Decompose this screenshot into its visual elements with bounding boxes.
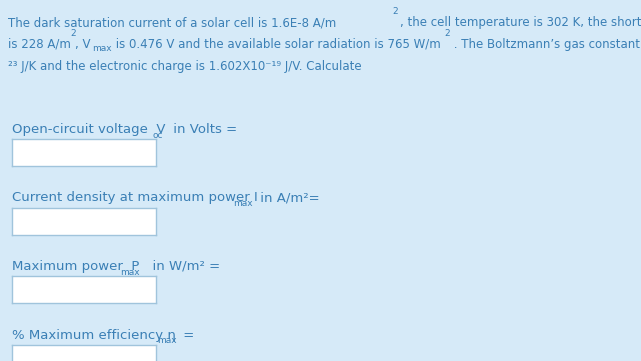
Text: in W/m² =: in W/m² =	[144, 260, 220, 273]
Text: max: max	[233, 199, 253, 208]
Text: is 228 A/m: is 228 A/m	[8, 38, 71, 51]
Text: ²³ J/K and the electronic charge is 1.602X10⁻¹⁹ J/V. Calculate: ²³ J/K and the electronic charge is 1.60…	[8, 60, 362, 73]
Text: , V: , V	[75, 38, 90, 51]
Text: max: max	[92, 44, 112, 53]
Text: . The Boltzmann’s gas constant is 1.381X10⁻: . The Boltzmann’s gas constant is 1.381X…	[450, 38, 641, 51]
Text: 2: 2	[445, 29, 451, 38]
Text: , the cell temperature is 302 K, the short-circuit current density: , the cell temperature is 302 K, the sho…	[400, 16, 641, 29]
Text: oc: oc	[153, 131, 163, 140]
Text: Maximum power  P: Maximum power P	[12, 260, 139, 273]
Text: in A/m²=: in A/m²=	[256, 191, 320, 204]
Text: max: max	[157, 336, 177, 345]
Text: Current density at maximum power I: Current density at maximum power I	[12, 191, 257, 204]
Text: is 0.476 V and the available solar radiation is 765 W/m: is 0.476 V and the available solar radia…	[112, 38, 440, 51]
Text: % Maximum efficiency η: % Maximum efficiency η	[12, 329, 176, 342]
Text: 2: 2	[392, 7, 398, 16]
Text: Open-circuit voltage  V: Open-circuit voltage V	[12, 123, 165, 136]
Text: in Volts =: in Volts =	[169, 123, 237, 136]
Text: =: =	[179, 329, 195, 342]
Text: The dark saturation current of a solar cell is 1.6E-8 A/m: The dark saturation current of a solar c…	[8, 16, 336, 29]
Text: max: max	[121, 268, 140, 277]
Text: 2: 2	[70, 29, 76, 38]
